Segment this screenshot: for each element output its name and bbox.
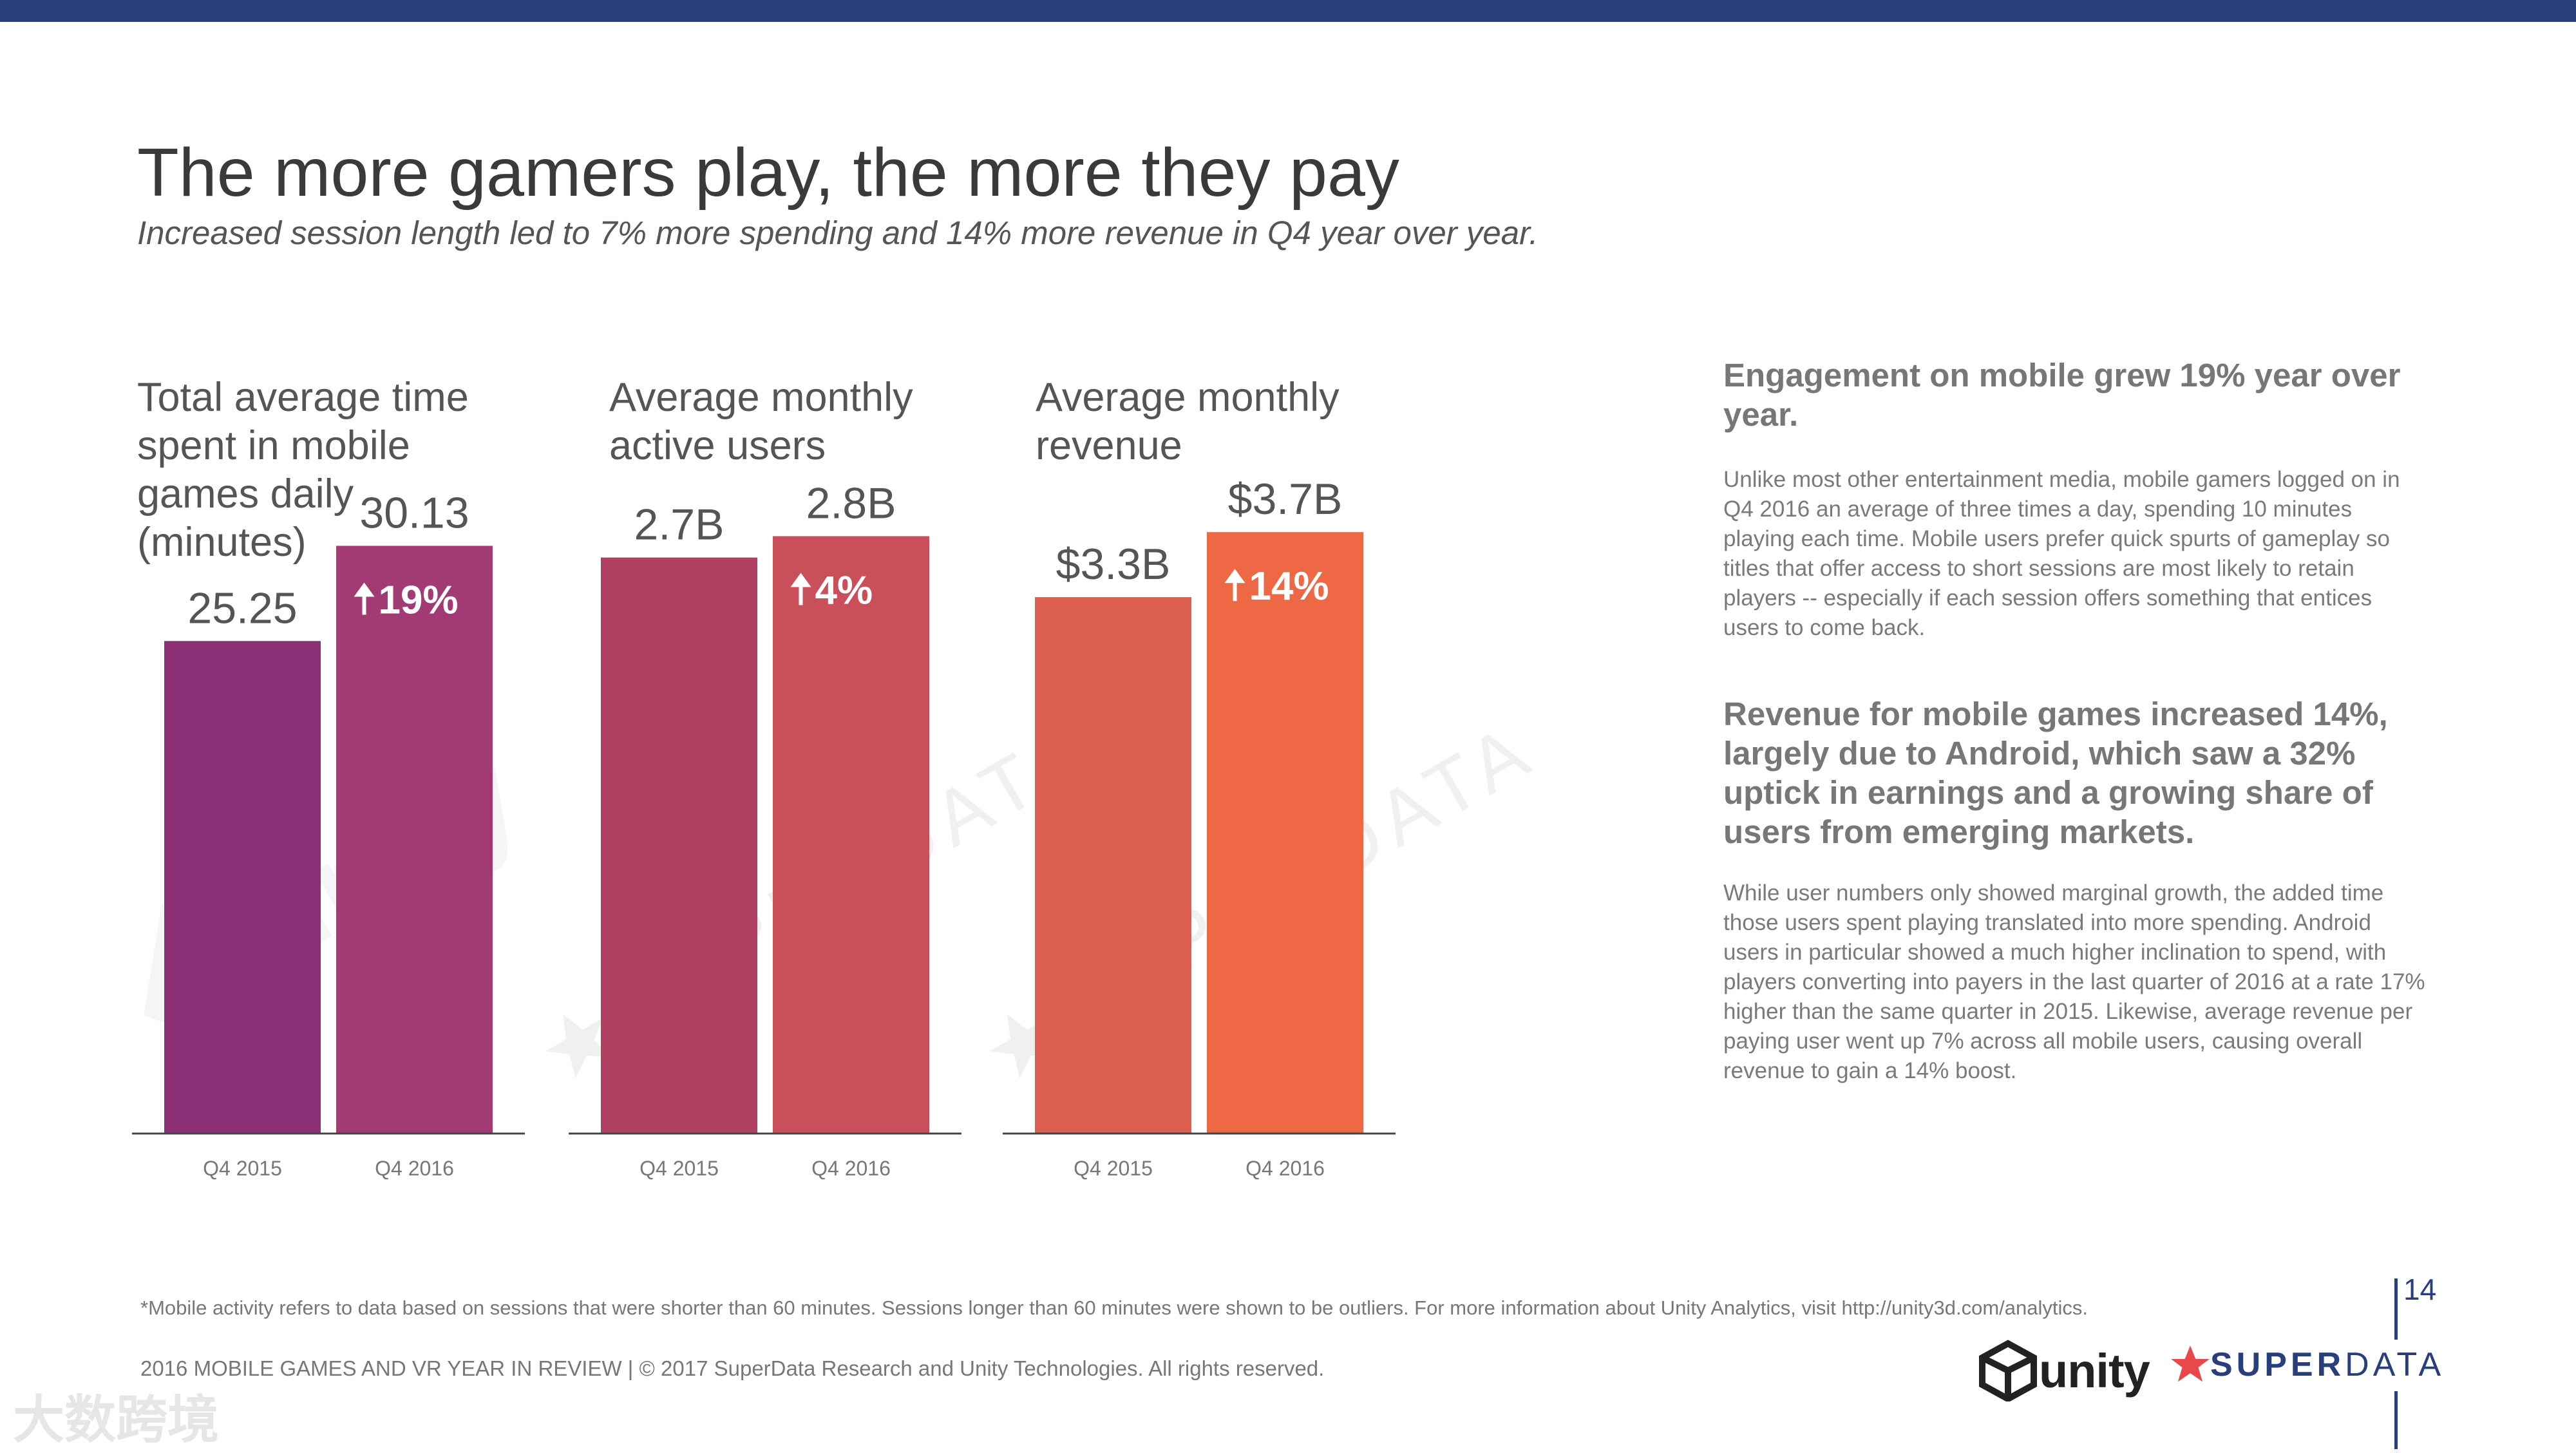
chart-1: 25.25 Q4 2015 30.13 Q4 2016 19% — [132, 488, 525, 1180]
x-tick-label: Q4 2016 — [811, 1157, 891, 1180]
bar-value-label: 2.7B — [634, 500, 724, 549]
up-arrow-icon — [1224, 569, 1245, 584]
bar-value-label: $3.3B — [1056, 540, 1171, 589]
superdata-logo-text-super: SUPER — [2210, 1346, 2345, 1383]
bar-value-label: 25.25 — [187, 584, 297, 632]
unity-cube-icon — [1979, 1340, 2037, 1401]
chart-3: $3.3B Q4 2015 $3.7B Q4 2016 14% — [1003, 475, 1396, 1180]
growth-badge: 14% — [1224, 564, 1329, 609]
sidebar-heading-revenue: Revenue for mobile games increased 14%, … — [1723, 696, 2388, 850]
up-arrow-stem — [362, 595, 366, 615]
star-watermark-icon — [545, 1014, 612, 1079]
up-arrow-stem — [1233, 582, 1237, 602]
corner-watermark: 大数跨境 — [13, 1391, 219, 1448]
x-tick-label: Q4 2015 — [639, 1157, 719, 1180]
copyright-footer: 2016 MOBILE GAMES AND VR YEAR IN REVIEW … — [140, 1356, 1325, 1380]
bar-q4-2015 — [164, 641, 321, 1134]
growth-label: 19% — [379, 578, 459, 622]
growth-label: 4% — [815, 569, 873, 613]
page-divider-bottom — [2394, 1391, 2398, 1449]
bar-value-label: 2.8B — [806, 479, 896, 528]
x-tick-label: Q4 2016 — [375, 1157, 454, 1180]
sidebar-body-engagement: Unlike most other entertainment media, m… — [1723, 467, 2400, 640]
bar-q4-2016 — [336, 546, 493, 1134]
sidebar-heading-engagement: Engagement on mobile grew 19% year over … — [1723, 357, 2401, 433]
up-arrow-icon — [354, 582, 375, 597]
unity-logo-text: unity — [2039, 1344, 2150, 1398]
superdata-logo: SUPER DATA — [2170, 1345, 2445, 1385]
x-tick-label: Q4 2015 — [1074, 1157, 1153, 1180]
superdata-logo-text-data: DATA — [2345, 1346, 2445, 1383]
up-arrow-stem — [799, 585, 803, 605]
page-number: 14 — [2403, 1273, 2437, 1306]
bar-value-label: 30.13 — [359, 488, 469, 537]
bar-value-label: $3.7B — [1228, 475, 1343, 524]
bar-q4-2016 — [1207, 532, 1363, 1134]
growth-badge: 4% — [790, 569, 873, 613]
x-tick-label: Q4 2015 — [203, 1157, 282, 1180]
chart-1-title: Total average time spent in mobile games… — [137, 375, 469, 565]
page-divider-top — [2394, 1278, 2398, 1340]
sidebar-body-revenue: While user numbers only showed marginal … — [1723, 880, 2425, 1083]
chart-2-title: Average monthly active users — [609, 375, 913, 468]
footnote: *Mobile activity refers to data based on… — [140, 1296, 2088, 1319]
top-accent-bar — [0, 0, 2576, 22]
chart-3-title: Average monthly revenue — [1036, 375, 1340, 468]
bar-q4-2016 — [773, 536, 929, 1134]
unity-logo: unity — [1977, 1340, 2150, 1401]
page-title: The more gamers play, the more they pay — [137, 135, 1399, 211]
bar-q4-2015 — [1035, 597, 1191, 1134]
growth-badge: 19% — [354, 578, 459, 622]
growth-label: 14% — [1249, 564, 1329, 609]
page-subtitle: Increased session length led to 7% more … — [137, 214, 1539, 251]
chart-2: 2.7B Q4 2015 2.8B Q4 2016 4% — [569, 479, 961, 1180]
x-tick-label: Q4 2016 — [1245, 1157, 1325, 1180]
up-arrow-icon — [790, 573, 811, 587]
bar-q4-2015 — [601, 557, 757, 1134]
superdata-star-icon — [2171, 1345, 2210, 1382]
